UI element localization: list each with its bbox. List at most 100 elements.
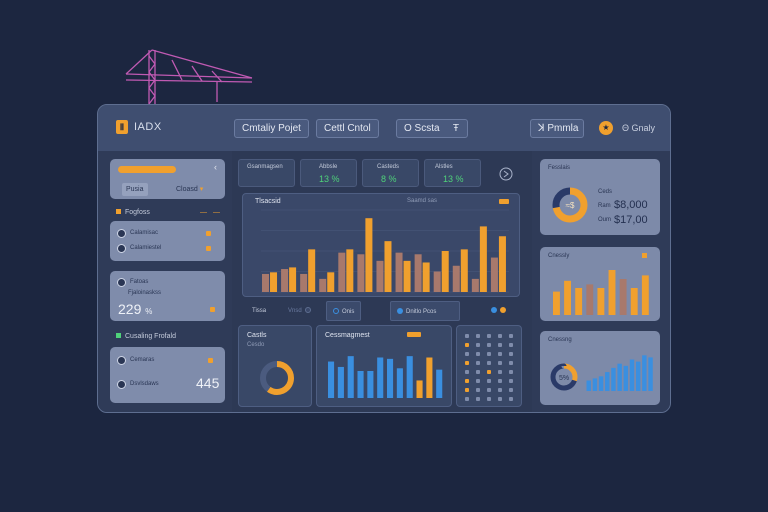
donut-slice: [260, 361, 294, 395]
bar: [396, 368, 403, 398]
tab-item[interactable]: Dnitlo Pcos: [390, 301, 460, 321]
calendar-day: [476, 343, 480, 347]
bar: [611, 367, 616, 391]
calendar-day: [509, 379, 513, 383]
kpi-card[interactable]: Alstles 13 %: [424, 159, 481, 187]
bar: [597, 288, 605, 315]
calendar-day: [509, 397, 513, 401]
calendar-day: [487, 397, 491, 401]
list-item[interactable]: Dsvlsdaws: [117, 379, 159, 389]
bar: [592, 378, 598, 391]
trend-card[interactable]: Cnessng 5%: [540, 331, 660, 405]
bar: [281, 269, 289, 292]
bar: [630, 288, 638, 315]
kpi-card[interactable]: Casteds 8 %: [362, 159, 419, 187]
bar: [619, 279, 627, 315]
bar: [623, 365, 629, 391]
building-button[interactable]: ꓘ Pmmla: [530, 119, 584, 138]
cost-control-button[interactable]: Cettl Cntol: [316, 119, 379, 138]
cost-management-panel[interactable]: Cessmagmest: [316, 325, 452, 407]
calendar-day: [509, 334, 513, 338]
forecast-donut: ≈$: [552, 187, 588, 223]
list-item[interactable]: Calamiestel: [117, 243, 161, 253]
filter-card: ‹ Pusia Cloasd ▾: [110, 159, 225, 199]
team-card[interactable]: Calamisac Calamiestel: [110, 221, 225, 261]
search-label: O Scsta: [404, 123, 440, 134]
bar: [357, 371, 364, 398]
kpi-card[interactable]: Abbsle 13 %: [300, 159, 357, 187]
list-item[interactable]: Calamisac: [117, 228, 158, 238]
calendar-panel[interactable]: [456, 325, 522, 407]
building-icon: ꓘ Pmmla: [538, 123, 579, 134]
cost-bar-chart: [328, 356, 443, 398]
card-line-label: Ceds: [598, 189, 613, 195]
calendar-day: [465, 388, 469, 392]
bar: [365, 218, 373, 292]
calendar-day: [498, 334, 502, 338]
budget-card[interactable]: Fatoas Fjaloinaskss 229 %: [110, 271, 225, 321]
section-label-progress: Fogfoss: [116, 209, 150, 216]
main-chart[interactable]: Tlsacsid Saamd sas: [242, 193, 520, 297]
calendar-day: [465, 379, 469, 383]
tab-item[interactable]: Tissa: [252, 308, 267, 314]
calendar-day: [498, 379, 502, 383]
section-menu-icon[interactable]: — —: [200, 209, 222, 216]
bar: [328, 361, 335, 398]
bar: [608, 270, 616, 315]
info-icon[interactable]: ★: [599, 121, 613, 135]
status-icon: [206, 231, 211, 236]
filter-button[interactable]: Pusia: [122, 183, 148, 196]
kpi-card[interactable]: Gsanmagsen: [238, 159, 295, 187]
tab-status[interactable]: [482, 301, 512, 321]
chart-badge[interactable]: [499, 199, 509, 204]
resources-card[interactable]: Cemaras Dsvlsdaws 445: [110, 347, 225, 403]
project-button[interactable]: Cmtaliy Pojet: [234, 119, 309, 138]
card-badge: [642, 253, 647, 258]
calendar-day: [498, 361, 502, 365]
calendar-day: [476, 334, 480, 338]
list-item[interactable]: Fatoas: [117, 277, 148, 287]
search-button[interactable]: O Scsta Ŧ: [396, 119, 468, 138]
bar: [648, 357, 653, 391]
bar: [367, 371, 374, 398]
filter-dropdown[interactable]: Cloasd ▾: [172, 183, 208, 196]
card-title: Fesslais: [548, 165, 571, 171]
bar: [471, 278, 479, 292]
calendar-day: [487, 343, 491, 347]
bar: [635, 361, 641, 391]
kpi-refresh[interactable]: [486, 159, 524, 187]
list-item[interactable]: Cemaras: [117, 355, 154, 365]
bar: [319, 278, 327, 292]
tab-item[interactable]: Vnsd: [282, 301, 317, 321]
collapse-icon[interactable]: ‹: [214, 162, 217, 172]
crane-illustration: [125, 49, 253, 105]
tab-item[interactable]: Onis: [326, 301, 362, 321]
help-link[interactable]: Θ Gnaly: [622, 123, 656, 133]
main-area: Gsanmagsen Abbsle 13 % Casteds 8 % Alstles…: [232, 151, 532, 412]
bar: [498, 236, 506, 292]
progress-pill: [118, 166, 176, 173]
status-icon: [208, 358, 213, 363]
calendar-day: [465, 343, 469, 347]
right-sidebar: Fesslais ≈$ Ceds Ram $8,000 Oum $17,00 C…: [532, 151, 670, 412]
bar: [406, 356, 413, 398]
bar: [422, 262, 430, 292]
bar: [384, 241, 392, 292]
list-item[interactable]: Fjaloinaskss: [128, 290, 162, 296]
calendar-day: [487, 334, 491, 338]
bar: [642, 355, 647, 391]
logo[interactable]: Ⅱ IADX: [116, 120, 162, 134]
calendar-day: [487, 379, 491, 383]
calendar-day: [465, 334, 469, 338]
forecast-card[interactable]: Fesslais ≈$ Ceds Ram $8,000 Oum $17,00: [540, 159, 660, 235]
bar: [262, 273, 270, 292]
card-title: Cnessly: [548, 253, 570, 259]
capacity-card[interactable]: Cnessly: [540, 247, 660, 321]
status-icon: [206, 246, 211, 251]
tab-strip: Tissa Vnsd Onis Dnitlo Pcos: [242, 301, 520, 321]
bar: [433, 271, 441, 292]
cost-panel[interactable]: Castls Cesdo: [238, 325, 312, 407]
calendar-day: [465, 361, 469, 365]
bar: [441, 251, 449, 292]
donut-center-label: ≈$: [566, 201, 575, 210]
